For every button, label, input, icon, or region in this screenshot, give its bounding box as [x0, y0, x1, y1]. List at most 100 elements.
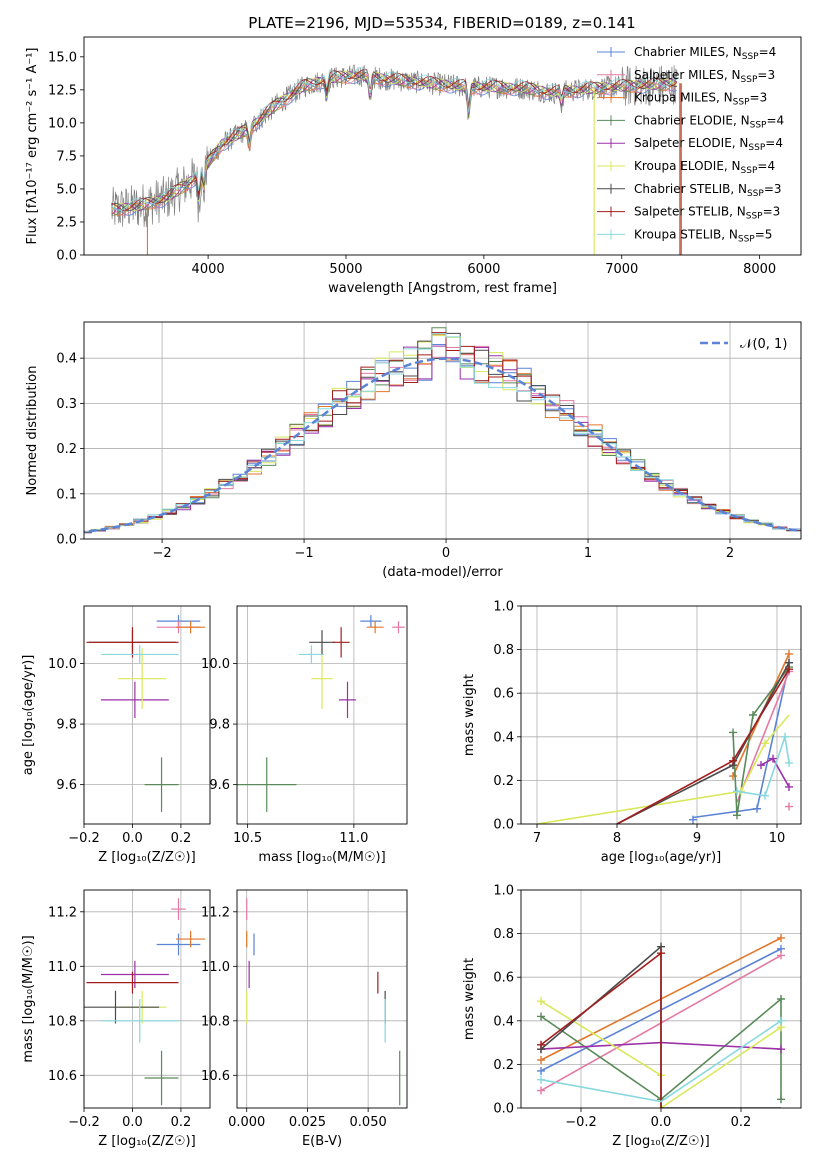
y-tick-label: 0.0	[56, 533, 77, 548]
y-tick-label: 15.0	[48, 50, 77, 65]
error-bar-point-salpeter_stelib	[332, 627, 350, 658]
weight-marker	[785, 758, 793, 767]
y-axis-label: Normed distribution	[25, 366, 40, 496]
weight-marker	[777, 1095, 785, 1104]
y-axis-label: mass [log₁₀(M/M☉)]	[21, 935, 36, 1062]
histogram-plot-area	[84, 327, 801, 534]
x-tick-label: 0.2	[171, 831, 192, 846]
x-tick-label: −0.2	[68, 1115, 100, 1130]
legend-label: Salpeter MILES, N	[634, 68, 741, 82]
x-tick-label: 2	[726, 546, 734, 561]
scatter-plot-area	[86, 615, 206, 812]
age-vs-mass-panel: 10.5 11.0 9.6 9.8 10.0 mass [log₁₀(M/M☉)]	[201, 605, 408, 865]
legend-label: Salpeter ELODIE, N	[634, 136, 748, 150]
y-tick-label: 0.4	[56, 352, 77, 367]
y-tick-label: 10.0	[48, 657, 77, 672]
weight-marker	[729, 728, 737, 737]
plot-frame	[236, 889, 408, 1109]
legend-suffix: =4	[757, 159, 775, 173]
error-bar-point-chabrier_stelib	[84, 990, 160, 1024]
plot-frame	[83, 36, 802, 256]
weight-marker	[761, 739, 769, 748]
error-bar-point-kroupa_miles	[176, 621, 206, 634]
weight-marker	[537, 1056, 545, 1065]
y-tick-label: 9.8	[56, 718, 77, 733]
y-tick-label: 0.4	[493, 1014, 514, 1029]
error-bar-point-chabrier_stelib	[309, 630, 335, 655]
error-bar-point-salpeter_stelib	[86, 627, 179, 658]
y-tick-label: 10.6	[201, 1069, 230, 1084]
x-tick-label: 6000	[467, 262, 500, 277]
plot-frame	[520, 889, 802, 1109]
x-axis-label: age [log₁₀(age/yr)]	[601, 850, 722, 865]
legend-label: Kroupa STELIB, N	[634, 227, 738, 241]
y-tick-label: 7.5	[56, 149, 77, 164]
x-tick-label: −1	[294, 546, 313, 561]
legend-sub: SSP	[738, 234, 755, 244]
x-tick-label: 5000	[329, 262, 362, 277]
legend-label: Chabrier ELODIE, N	[634, 113, 750, 127]
weight-marker	[777, 995, 785, 1003]
weight-line-kroupa_stelib	[540, 1020, 782, 1103]
weight-marker	[537, 1086, 545, 1095]
mass-vs-ebv-panel: 0.000 0.025 0.050 10.6 10.8 11.0 11.2 E(B-V)	[201, 889, 408, 1149]
weight-marker	[733, 811, 741, 820]
model-spectrum-kroupa_stelib	[111, 67, 678, 211]
x-axis-label: (data-model)/error	[382, 565, 503, 580]
x-tick-label: 0.0	[122, 1115, 143, 1130]
legend-suffix: =4	[766, 113, 784, 127]
normal-curve-line	[84, 357, 801, 534]
legend-entry: Kroupa STELIB, NSSP=5	[634, 227, 772, 244]
legend-label: Kroupa MILES, N	[634, 91, 733, 105]
plot-frame	[236, 605, 408, 825]
weight-marker	[777, 1016, 785, 1025]
y-tick-label: 0.0	[493, 1102, 514, 1117]
y-tick-label: 0.6	[493, 687, 514, 702]
x-axis-label: Z [log₁₀(Z/Z☉)]	[612, 1134, 709, 1149]
error-bar-point-kroupa_miles	[366, 621, 384, 634]
weight-marker	[785, 802, 793, 811]
x-tick-label: 8000	[743, 262, 776, 277]
weight-marker	[785, 665, 793, 674]
x-tick-label: 9	[693, 831, 701, 846]
y-tick-label: 11.0	[201, 960, 230, 975]
error-bar-point-chabrier_elodie	[237, 757, 297, 812]
x-tick-label: 0	[442, 546, 450, 561]
legend-sub: SSP	[742, 52, 759, 62]
y-tick-label: 1.0	[493, 600, 514, 615]
weight-line-kroupa_elodie	[536, 714, 790, 824]
scatter-plot-area	[84, 898, 206, 1106]
weight-marker	[777, 951, 785, 960]
grid-lines	[237, 606, 407, 824]
weight-marker	[769, 754, 777, 763]
error-bar-point-salpeter_miles	[171, 898, 186, 920]
y-tick-label: 0.0	[493, 818, 514, 833]
y-axis-label: Flux [fλ10⁻¹⁷ erg cm⁻² s⁻¹ A⁻¹]	[25, 48, 40, 245]
model-spectrum-kroupa_elodie	[111, 70, 678, 211]
legend-sub: SSP	[748, 143, 765, 153]
x-tick-label: 11.0	[339, 831, 368, 846]
legend-sub: SSP	[750, 120, 767, 130]
x-axis-label: wavelength [Angstrom, rest frame]	[328, 281, 557, 296]
x-tick-label: −0.2	[565, 1115, 597, 1130]
y-tick-label: 1.0	[493, 884, 514, 899]
error-bar-point-kroupa_miles	[176, 930, 206, 948]
y-tick-label: 10.8	[48, 1014, 77, 1029]
residual-histogram-panel: −2 −1 0 1 2 0.0 0.1 0.2 0.3 0.4 (data-model)/error…	[25, 321, 802, 580]
legend-entry: Salpeter ELODIE, NSSP=4	[634, 136, 783, 153]
y-tick-label: 0.0	[56, 249, 77, 264]
error-bar-point-salpeter_elodie	[100, 960, 169, 989]
weight-marker	[781, 732, 789, 741]
weight-marker	[785, 649, 793, 658]
spectrum-plot-area	[111, 64, 682, 255]
y-tick-label: 0.2	[56, 442, 77, 457]
y-axis-label: age [log₁₀(age/yr)]	[21, 655, 36, 776]
weight-marker	[537, 1040, 545, 1049]
grid-lines	[237, 890, 407, 1108]
x-tick-label: 0.000	[228, 1115, 265, 1130]
weight-plot-area	[537, 933, 785, 1108]
weight-marker	[777, 1045, 785, 1054]
scatter-plot-area	[246, 898, 401, 1106]
legend-entry: Salpeter STELIB, NSSP=3	[634, 205, 780, 222]
